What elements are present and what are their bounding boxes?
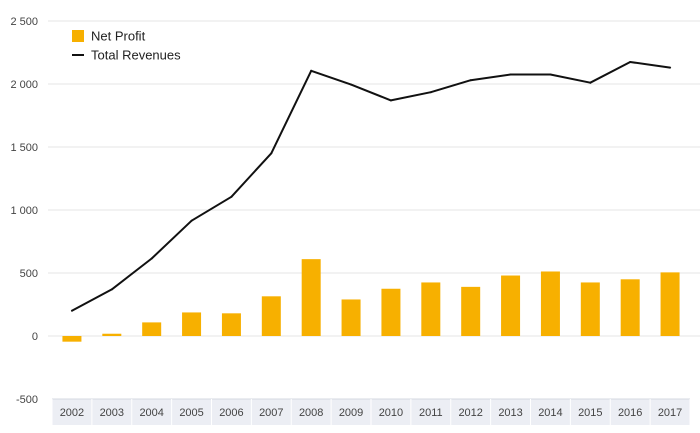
total-revenues-line — [71, 61, 671, 312]
point-total-revenues-2016 — [629, 60, 632, 63]
gridlines — [48, 20, 700, 337]
x-tick-label: 2015 — [578, 407, 602, 419]
point-total-revenues-2017 — [669, 66, 672, 69]
x-tick-label: 2003 — [100, 407, 124, 419]
bar-net-profit-2017 — [660, 272, 680, 336]
x-tick-label: 2012 — [458, 407, 482, 419]
bar-net-profit-2013 — [501, 275, 521, 336]
point-total-revenues-2005 — [190, 219, 193, 222]
x-tick-label: 2016 — [618, 407, 642, 419]
bar-net-profit-2006 — [221, 313, 241, 336]
point-total-revenues-2015 — [589, 81, 592, 84]
y-tick-label: 2 000 — [10, 79, 38, 91]
bar-net-profit-2004 — [142, 322, 162, 336]
bar-net-profit-2010 — [381, 288, 401, 336]
x-tick-label: 2008 — [299, 407, 323, 419]
x-tick-label: 2005 — [179, 407, 203, 419]
y-tick-label: 1 000 — [10, 205, 38, 217]
point-total-revenues-2013 — [509, 73, 512, 76]
bar-net-profit-2016 — [620, 279, 640, 336]
bar-net-profit-2012 — [461, 286, 481, 336]
x-tick-label: 2002 — [60, 407, 84, 419]
point-total-revenues-2011 — [429, 91, 432, 94]
net-profit-bars — [62, 259, 680, 342]
point-total-revenues-2007 — [270, 152, 273, 155]
point-total-revenues-2006 — [230, 195, 233, 198]
legend-swatch-net-profit — [72, 30, 84, 42]
point-total-revenues-2012 — [469, 79, 472, 82]
y-tick-label: 1 500 — [10, 142, 38, 154]
point-total-revenues-2002 — [70, 309, 73, 312]
bar-net-profit-2014 — [540, 271, 560, 336]
x-axis: 2002 2003 2004 2005 2006 2007 2008 2009 2010 2011… — [51, 398, 691, 425]
x-tick-label: 2007 — [259, 407, 283, 419]
y-tick-label: -500 — [16, 394, 38, 406]
point-total-revenues-2008 — [310, 69, 313, 72]
point-total-revenues-2014 — [549, 73, 552, 76]
bar-net-profit-2005 — [182, 312, 202, 336]
y-tick-label: 500 — [20, 268, 38, 280]
y-tick-label: 2 500 — [10, 16, 38, 28]
legend: Net Profit Total Revenues — [72, 29, 181, 63]
x-tick-label: 2004 — [139, 407, 163, 419]
x-tick-label: 2009 — [339, 407, 363, 419]
x-tick-label: 2013 — [498, 407, 522, 419]
x-tick-label: 2010 — [379, 407, 403, 419]
x-tick-label: 2006 — [219, 407, 243, 419]
x-tick-label: 2017 — [658, 407, 682, 419]
bar-net-profit-2008 — [301, 259, 321, 336]
y-axis: -500 0 500 1 000 1 500 2 000 2 500 — [10, 16, 38, 406]
bar-net-profit-2015 — [580, 282, 600, 336]
point-total-revenues-2010 — [389, 99, 392, 102]
point-total-revenues-2009 — [350, 83, 353, 86]
bar-net-profit-2007 — [261, 296, 281, 336]
legend-label-net-profit: Net Profit — [91, 29, 146, 44]
bar-net-profit-2011 — [421, 282, 441, 336]
total-revenues-line-group — [70, 60, 672, 312]
bar-net-profit-2002 — [62, 336, 82, 342]
bar-net-profit-2009 — [341, 299, 361, 336]
x-tick-label: 2011 — [419, 407, 443, 419]
legend-label-total-revenues: Total Revenues — [91, 48, 181, 63]
x-tick-label: 2014 — [538, 407, 562, 419]
y-tick-label: 0 — [32, 331, 38, 343]
point-total-revenues-2004 — [150, 257, 153, 260]
point-total-revenues-2003 — [110, 288, 113, 291]
bar-net-profit-2003 — [102, 333, 122, 336]
